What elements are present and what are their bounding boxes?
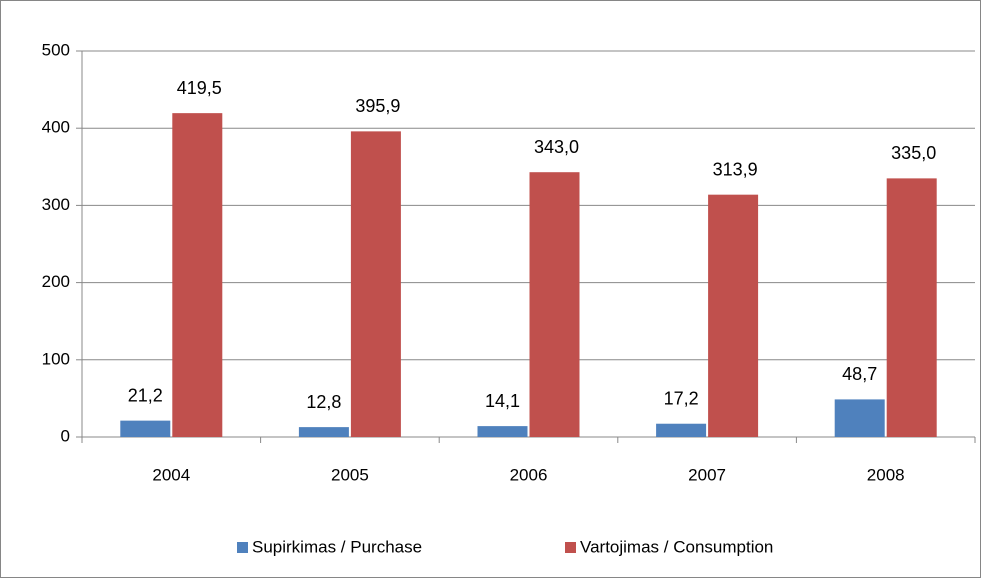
legend-label: Supirkimas / Purchase xyxy=(252,537,422,556)
bar xyxy=(834,399,885,437)
legend-swatch xyxy=(565,542,576,553)
y-tick-label: 500 xyxy=(42,40,70,59)
y-tick-label: 200 xyxy=(42,272,70,291)
y-tick-label: 300 xyxy=(42,195,70,214)
bar xyxy=(172,113,223,438)
bar xyxy=(298,427,349,437)
data-label: 14,1 xyxy=(485,391,520,411)
x-tick-label: 2008 xyxy=(867,465,905,484)
data-label: 17,2 xyxy=(664,388,699,408)
x-tick-label: 2004 xyxy=(152,465,190,484)
data-label: 343,0 xyxy=(534,137,579,157)
bar xyxy=(120,420,171,437)
y-tick-label: 0 xyxy=(61,426,70,445)
legend-label: Vartojimas / Consumption xyxy=(580,537,773,556)
y-tick-label: 400 xyxy=(42,118,70,137)
bar xyxy=(477,426,528,437)
bar xyxy=(886,178,937,437)
bar xyxy=(350,131,401,437)
legend-swatch xyxy=(237,542,248,553)
data-label: 21,2 xyxy=(128,385,163,405)
data-label: 419,5 xyxy=(177,78,222,98)
data-label: 335,0 xyxy=(891,143,936,163)
data-label: 12,8 xyxy=(306,392,341,412)
x-tick-label: 2006 xyxy=(510,465,548,484)
data-label: 313,9 xyxy=(713,159,758,179)
data-label: 48,7 xyxy=(842,364,877,384)
data-label: 395,9 xyxy=(355,96,400,116)
bar xyxy=(529,172,580,438)
y-tick-label: 100 xyxy=(42,349,70,368)
x-tick-label: 2007 xyxy=(688,465,726,484)
bar xyxy=(708,194,759,437)
x-tick-label: 2005 xyxy=(331,465,369,484)
bar xyxy=(656,423,707,437)
